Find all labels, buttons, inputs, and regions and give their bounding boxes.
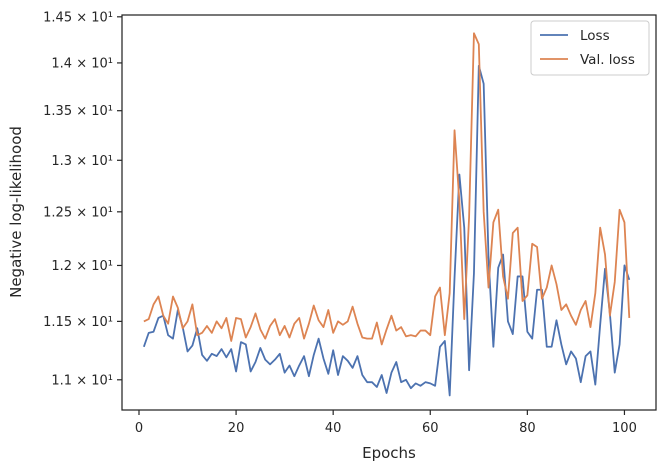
y-tick-label: 1.1 × 10¹ [51,373,113,388]
x-axis-label: Epochs [362,444,416,462]
y-axis-label: Negative log-likelihood [7,126,25,298]
y-tick-label: 1.2 × 10¹ [51,259,113,274]
legend-label-loss: Loss [580,28,610,44]
series-line-val-loss [143,32,631,346]
series-line-loss [143,64,631,397]
x-tick-label: 100 [612,421,637,436]
plot-frame [121,14,657,411]
y-tick-label: 1.15 × 10¹ [43,315,113,330]
series-layer [143,32,631,397]
legend: Loss Val. loss [530,20,650,76]
x-tick-label: 60 [422,421,439,436]
y-tick-label: 1.25 × 10¹ [43,205,113,220]
y-axis: 1.1 × 10¹ 1.15 × 10¹ 1.2 × 10¹ 1.25 × 10¹ 1.… [43,10,122,388]
plot-area [121,14,657,411]
x-tick-label: 80 [519,421,536,436]
y-tick-label: 1.45 × 10¹ [43,10,113,25]
x-tick-label: 0 [135,421,143,436]
x-axis: 0 20 40 60 80 100 [135,410,637,436]
x-tick-label: 20 [228,421,245,436]
y-tick-label: 1.3 × 10¹ [51,154,113,169]
x-tick-label: 40 [325,421,342,436]
legend-label-val-loss: Val. loss [580,52,635,68]
y-tick-label: 1.35 × 10¹ [43,104,113,119]
y-tick-label: 1.4 × 10¹ [51,56,113,71]
